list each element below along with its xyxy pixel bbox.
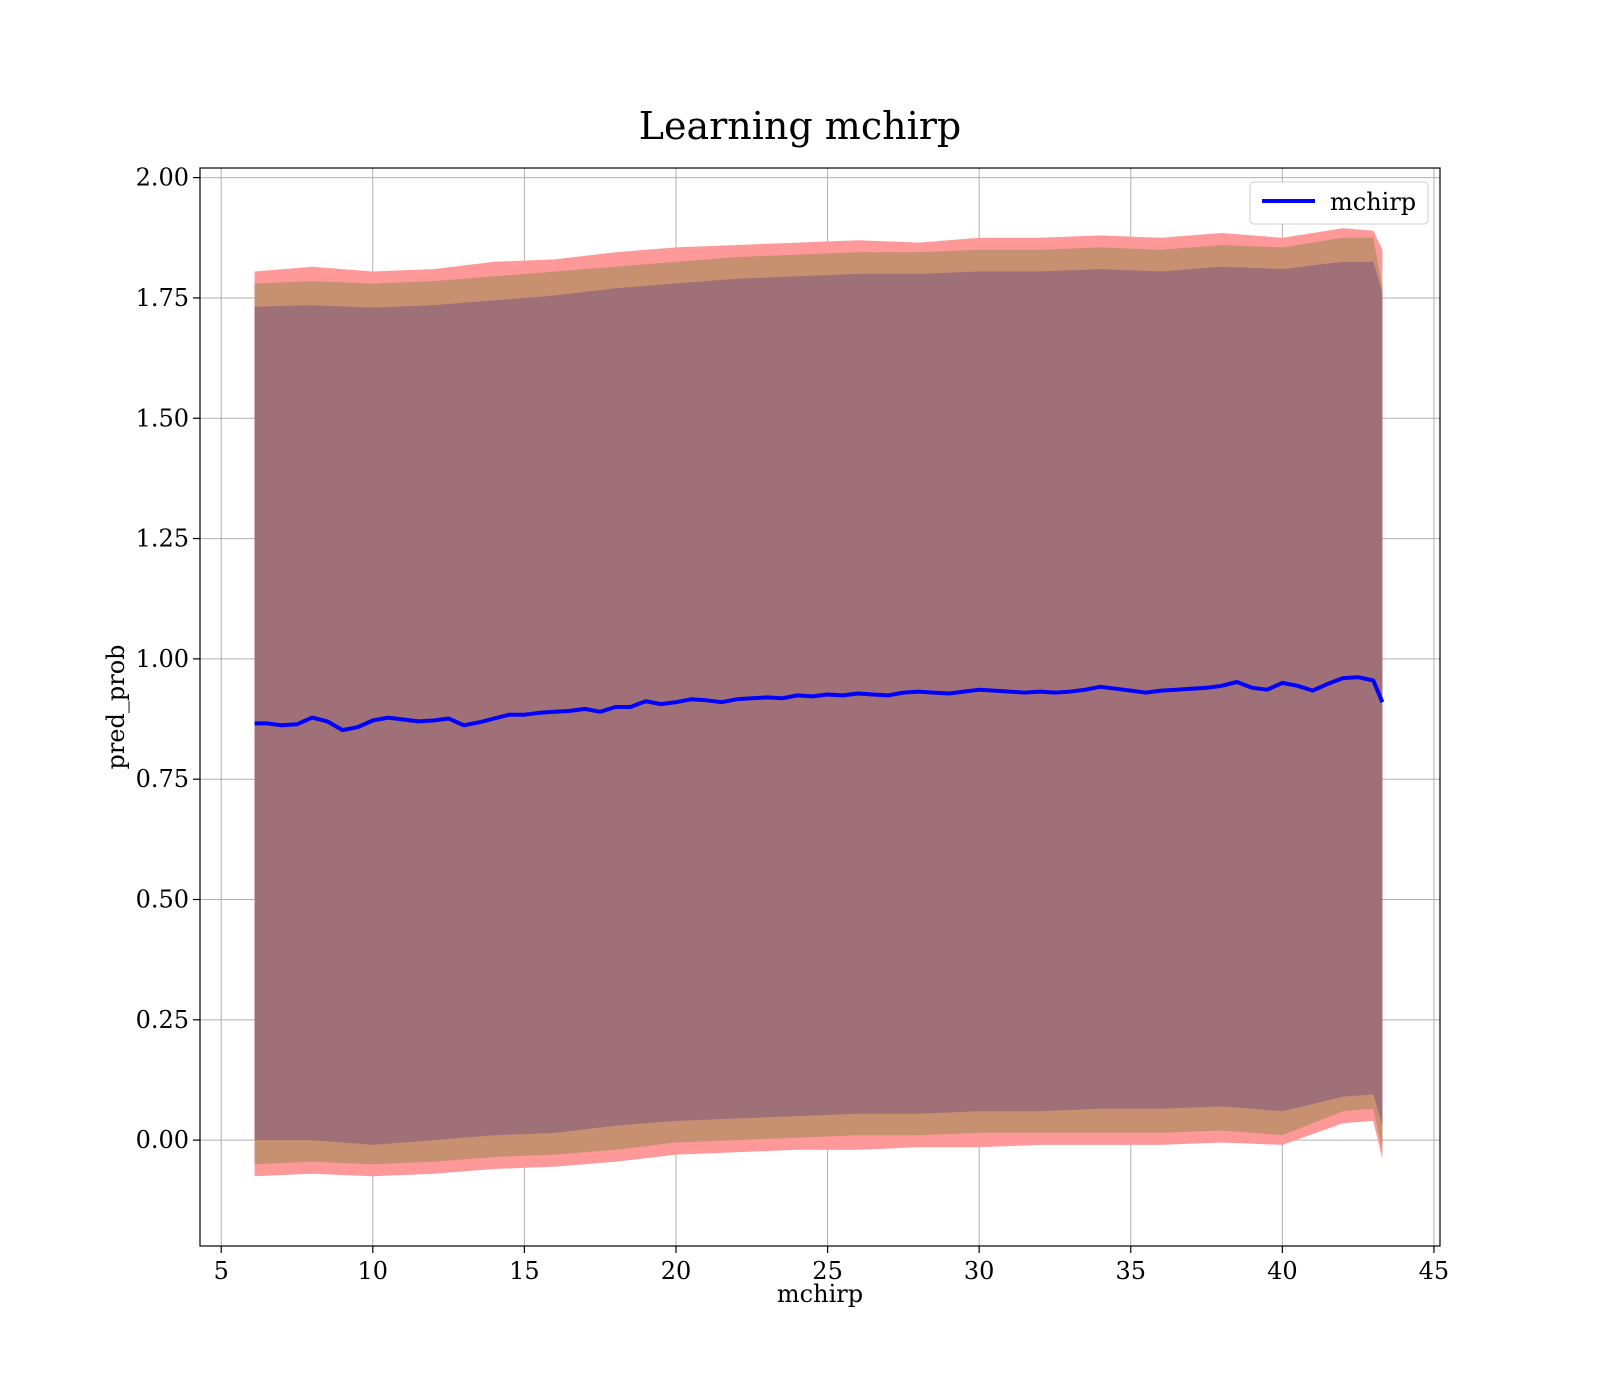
- x-axis-ticks: 5 10 15 20 25 30 35 40 45: [214, 1246, 1450, 1285]
- y-tick-label: 2.00: [136, 164, 189, 192]
- legend: mchirp: [1249, 181, 1429, 225]
- y-tick-label: 1.50: [136, 404, 189, 432]
- x-tick-label: 25: [812, 1257, 843, 1285]
- x-tick-label: 15: [509, 1257, 540, 1285]
- y-tick-label: 0.50: [136, 886, 189, 914]
- y-tick-label: 1.75: [136, 284, 189, 312]
- x-tick-label: 20: [661, 1257, 692, 1285]
- x-tick-label: 35: [1115, 1257, 1146, 1285]
- legend-label: mchirp: [1330, 188, 1416, 216]
- chart-title: Learning mchirp: [639, 104, 961, 148]
- series-lines: [254, 675, 1385, 733]
- axes-frame: [199, 167, 1441, 1247]
- series-line-mchirp: [254, 675, 1385, 733]
- y-tick-label: 0.75: [136, 765, 189, 793]
- y-tick-label: 0.25: [136, 1006, 189, 1034]
- x-tick-label: 40: [1267, 1257, 1298, 1285]
- y-axis-ticks: 0.00 0.25 0.50 0.75 1.00 1.25 1.50 1.75 2.00: [136, 164, 200, 1154]
- confidence-bands: [254, 228, 1383, 1177]
- x-tick-label: 30: [964, 1257, 995, 1285]
- plot-area: 5 10 15 20 25 30 35 40 45 0.00 0.25 0.50 0.75 1.00 1.…: [136, 164, 1450, 1285]
- x-tick-label: 5: [214, 1257, 229, 1285]
- legend-box: [1249, 181, 1429, 225]
- confidence-band-inner: [254, 261, 1383, 1145]
- y-tick-label: 1.00: [136, 645, 189, 673]
- x-tick-label: 10: [358, 1257, 389, 1285]
- y-axis-label: pred_prob: [102, 644, 130, 769]
- y-tick-label: 0.00: [136, 1126, 189, 1154]
- x-axis-label: mchirp: [777, 1280, 863, 1308]
- x-tick-label: 45: [1419, 1257, 1450, 1285]
- y-tick-label: 1.25: [136, 525, 189, 553]
